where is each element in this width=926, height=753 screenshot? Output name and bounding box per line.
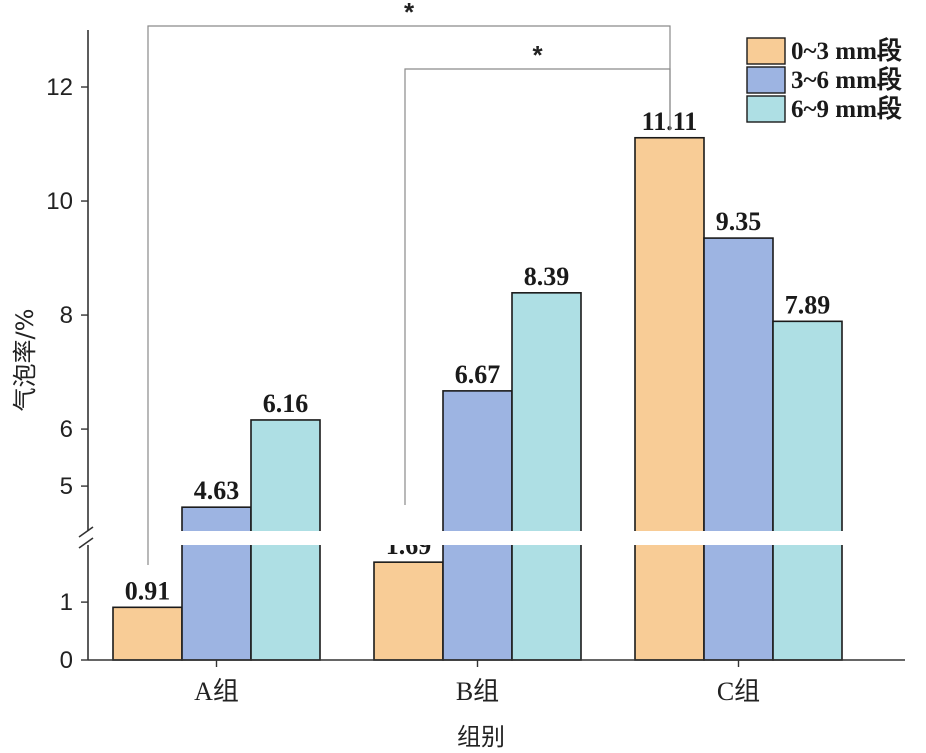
bar-2-2 [442, 390, 513, 661]
legend-label-1: 0~3 mm段 [791, 36, 902, 65]
y-tick-label-10: 10 [46, 188, 73, 215]
y-tick-label-6: 6 [60, 416, 73, 443]
bar-1-2 [373, 561, 444, 661]
legend-swatch-2 [746, 66, 786, 94]
bar-2-1 [181, 506, 252, 661]
y-tick-label-12: 12 [46, 74, 73, 101]
data-label-2-3: 9.35 [716, 207, 762, 236]
bar-1-3 [634, 136, 705, 661]
data-label-2-2: 6.67 [455, 360, 501, 389]
y-axis-title: 气泡率/% [11, 309, 39, 412]
x-tick-label-1: A组 [194, 677, 239, 706]
legend-label-3: 6~9 mm段 [791, 94, 902, 123]
x-tick-label-3: C组 [717, 677, 760, 706]
data-label-2-1: 4.63 [194, 476, 240, 505]
data-label-3-2: 8.39 [524, 262, 570, 291]
y-tick-label-0: 0 [60, 647, 73, 674]
bar-3-3 [772, 320, 843, 661]
significance-star-1: * [404, 0, 415, 27]
x-axis-title: 组别 [457, 723, 505, 751]
significance-bracket-2 [404, 68, 671, 505]
legend-swatch-3 [746, 95, 786, 123]
y-axis-break-mark-top [78, 526, 94, 538]
data-label-3-1: 6.16 [263, 389, 309, 418]
x-tick-label-2: B组 [456, 677, 499, 706]
axis-break-band [90, 531, 907, 545]
bar-2-3 [703, 237, 774, 661]
data-label-1-1: 0.91 [125, 576, 171, 605]
y-tick-label-5: 5 [60, 473, 73, 500]
y-tick-label-1: 1 [60, 589, 73, 616]
data-label-3-3: 7.89 [785, 290, 831, 319]
legend-swatch-1 [746, 37, 786, 65]
bar-1-1 [112, 606, 183, 661]
y-axis-break-mark-bottom [78, 537, 94, 549]
significance-star-2: * [532, 40, 543, 70]
bar-3-2 [511, 292, 582, 661]
legend-label-2: 3~6 mm段 [791, 65, 902, 94]
y-tick-label-8: 8 [60, 302, 73, 329]
